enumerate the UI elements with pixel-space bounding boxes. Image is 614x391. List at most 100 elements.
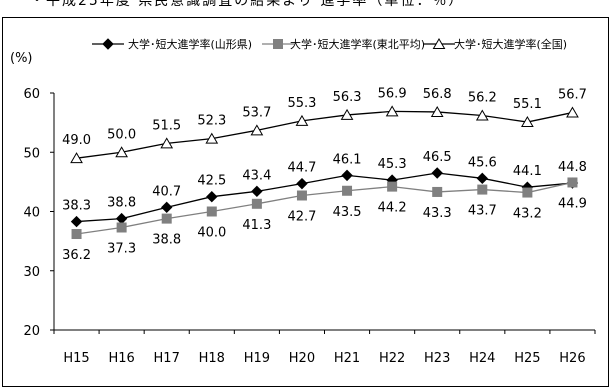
data-label: 46.5 xyxy=(423,150,452,165)
data-label: 51.5 xyxy=(152,118,181,133)
data-point xyxy=(387,181,398,192)
data-point xyxy=(340,108,354,120)
x-tick-label: H22 xyxy=(379,351,405,366)
data-point xyxy=(296,190,307,201)
x-tick-label: H15 xyxy=(63,351,89,366)
y-tick-label: 60 xyxy=(23,87,40,102)
legend-label: 大学･短大進学率(山形県) xyxy=(128,37,252,51)
x-tick-label: H23 xyxy=(424,351,450,366)
legend-marker xyxy=(273,39,283,49)
series-2 xyxy=(71,177,578,240)
data-point xyxy=(160,137,174,149)
data-point xyxy=(206,206,217,217)
data-label: 43.4 xyxy=(242,168,271,183)
data-label: 56.3 xyxy=(333,90,362,105)
data-label: 41.3 xyxy=(242,218,271,233)
y-tick-label: 20 xyxy=(23,324,40,339)
x-tick-label: H24 xyxy=(469,351,495,366)
chart-frame xyxy=(2,17,609,387)
data-label: 52.3 xyxy=(197,114,226,129)
data-label: 45.6 xyxy=(468,155,497,170)
y-axis-ticks: 20 30 40 50 60 xyxy=(23,87,54,339)
x-tick-label: H17 xyxy=(154,351,180,366)
data-point xyxy=(477,184,488,195)
data-point xyxy=(295,114,309,126)
data-point xyxy=(475,109,489,121)
y-axis-label: (%) xyxy=(10,51,33,66)
data-point xyxy=(116,222,127,233)
series-group xyxy=(70,105,579,240)
data-point xyxy=(70,215,83,228)
legend-item-3: 大学･短大進学率(全国) xyxy=(423,37,567,51)
series-line xyxy=(76,110,573,159)
legend-marker xyxy=(102,38,114,50)
data-label: 44.8 xyxy=(558,160,587,175)
data-label: 43.2 xyxy=(513,207,542,222)
data-point xyxy=(521,116,534,128)
data-label: 42.5 xyxy=(197,174,226,189)
data-label: 55.1 xyxy=(513,97,542,112)
x-axis-ticks: H15 H16 H17 H18 H19 H20 H21 H22 H23 H24 H25 H26 xyxy=(53,330,596,366)
data-point xyxy=(161,201,173,214)
series-line xyxy=(76,172,573,223)
data-label: 44.1 xyxy=(513,164,542,179)
data-label: 43.5 xyxy=(333,205,362,220)
data-point xyxy=(251,185,263,198)
data-point xyxy=(71,229,82,240)
data-label: 55.3 xyxy=(287,96,316,111)
data-label: 40.0 xyxy=(197,226,226,241)
data-point xyxy=(115,146,128,158)
data-point xyxy=(205,132,219,144)
data-point xyxy=(566,106,579,118)
data-point xyxy=(296,177,308,190)
y-tick-label: 40 xyxy=(23,206,40,221)
data-point xyxy=(161,213,172,224)
x-tick-label: H18 xyxy=(199,351,225,366)
legend-item-1: 大学･短大進学率(山形県) xyxy=(92,37,252,51)
data-label: 42.7 xyxy=(287,210,316,225)
data-label: 43.3 xyxy=(423,206,452,221)
data-point xyxy=(115,212,128,225)
data-point xyxy=(567,177,578,188)
data-point xyxy=(342,185,353,196)
legend-marker xyxy=(432,38,446,49)
data-label: 44.9 xyxy=(558,196,587,211)
data-point xyxy=(251,198,262,209)
series-1 xyxy=(70,167,579,228)
data-label: 44.7 xyxy=(287,161,316,176)
data-point xyxy=(385,105,399,117)
data-label: 56.7 xyxy=(558,88,587,103)
data-label: 53.7 xyxy=(242,105,271,120)
data-point xyxy=(432,186,443,197)
series-line xyxy=(76,181,573,235)
legend-item-2: 大学･短大進学率(東北平均) xyxy=(262,37,425,51)
data-label: 40.7 xyxy=(152,184,181,199)
data-point xyxy=(206,190,218,203)
data-point xyxy=(70,152,83,164)
data-label: 50.0 xyxy=(107,127,136,142)
series-3 xyxy=(70,105,579,164)
x-tick-label: H21 xyxy=(334,351,360,366)
data-label: 45.3 xyxy=(378,157,407,172)
data-point xyxy=(430,105,444,117)
data-label: 37.3 xyxy=(107,241,136,256)
legend: 大学･短大進学率(山形県) 大学･短大進学率(東北平均) 大学･短大進学率(全国) xyxy=(92,37,567,51)
data-point xyxy=(476,172,488,185)
data-label: 56.8 xyxy=(423,87,452,102)
x-tick-label: H20 xyxy=(289,351,315,366)
data-point xyxy=(250,124,264,136)
x-tick-label: H19 xyxy=(244,351,270,366)
data-label: 49.0 xyxy=(62,133,91,148)
legend-label: 大学･短大進学率(東北平均) xyxy=(290,37,425,51)
data-point xyxy=(431,167,443,179)
y-tick-label: 50 xyxy=(23,146,40,161)
x-tick-label: H25 xyxy=(514,351,540,366)
x-tick-label: H16 xyxy=(108,351,134,366)
header-strip-clip: ・平成25年度 県民意識調査の結果より 進学率（単位：％） xyxy=(0,0,614,10)
data-label: 43.7 xyxy=(468,204,497,219)
data-label: 38.3 xyxy=(62,199,91,214)
legend-label: 大学･短大進学率(全国) xyxy=(454,37,567,51)
header-strip-text: ・平成25年度 県民意識調査の結果より 進学率（単位：％） xyxy=(30,0,465,9)
data-label: 46.1 xyxy=(333,152,362,167)
